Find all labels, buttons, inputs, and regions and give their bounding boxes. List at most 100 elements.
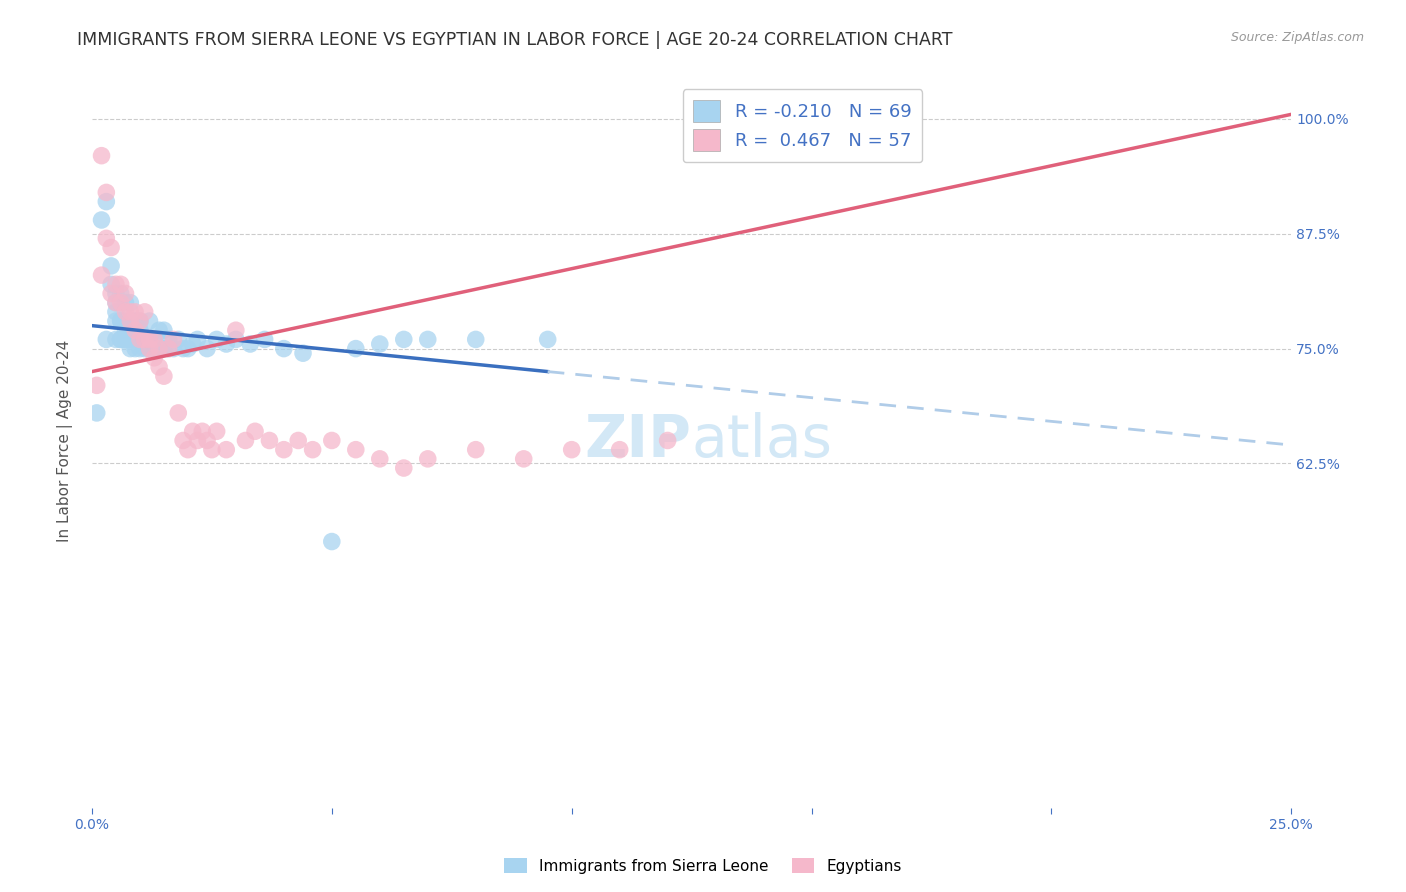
Point [138,342,160,356]
Point [162,342,184,356]
Point [104,305,127,319]
Point [120,342,142,356]
Point [110,333,132,347]
Point [114,286,136,301]
Point [287,434,309,448]
Point [148,342,170,356]
Point [177,342,200,356]
Text: atlas: atlas [692,412,832,469]
Point [90,268,112,282]
Point [392,461,415,475]
Point [195,434,218,448]
Point [153,369,176,384]
Point [153,323,176,337]
Point [537,333,560,347]
Point [225,323,247,337]
Point [114,323,136,337]
Point [134,333,156,347]
Point [235,434,257,448]
Point [86,406,108,420]
Point [124,323,146,337]
Y-axis label: In Labor Force | Age 20-24: In Labor Force | Age 20-24 [58,339,73,541]
Point [177,442,200,457]
Point [344,342,367,356]
Point [129,333,152,347]
Point [253,333,276,347]
Point [148,359,170,374]
Point [110,314,132,328]
Point [114,295,136,310]
Point [120,314,142,328]
Point [186,333,208,347]
Point [124,323,146,337]
Point [201,442,224,457]
Point [157,342,180,356]
Point [104,295,127,310]
Point [86,378,108,392]
Point [134,342,156,356]
Point [464,333,486,347]
Point [172,434,194,448]
Point [162,333,184,347]
Point [96,231,118,245]
Point [215,442,238,457]
Point [181,337,204,351]
Point [114,305,136,319]
Point [120,295,142,310]
Point [129,314,152,328]
Point [157,333,180,347]
Point [657,434,679,448]
Point [138,333,160,347]
Point [100,277,122,292]
Point [138,333,160,347]
Point [392,333,415,347]
Point [110,314,132,328]
Point [273,442,295,457]
Point [181,425,204,439]
Point [368,451,391,466]
Point [96,333,118,347]
Point [124,342,146,356]
Point [110,333,132,347]
Point [143,333,166,347]
Point [186,434,208,448]
Point [138,314,160,328]
Point [134,333,156,347]
Point [124,323,146,337]
Point [104,277,127,292]
Point [100,259,122,273]
Point [167,406,190,420]
Point [243,425,266,439]
Point [416,333,439,347]
Point [114,333,136,347]
Point [129,333,152,347]
Point [120,305,142,319]
Text: ZIP: ZIP [585,412,692,469]
Point [114,314,136,328]
Legend: Immigrants from Sierra Leone, Egyptians: Immigrants from Sierra Leone, Egyptians [498,852,908,880]
Point [205,425,228,439]
Point [561,442,583,457]
Point [110,295,132,310]
Point [100,241,122,255]
Legend: R = -0.210   N = 69, R =  0.467   N = 57: R = -0.210 N = 69, R = 0.467 N = 57 [682,89,922,162]
Point [368,337,391,351]
Point [104,286,127,301]
Point [148,323,170,337]
Point [191,425,214,439]
Point [239,337,262,351]
Point [100,286,122,301]
Point [114,333,136,347]
Point [120,333,142,347]
Point [416,451,439,466]
Point [143,342,166,356]
Point [134,305,156,319]
Point [143,333,166,347]
Point [215,337,238,351]
Point [90,213,112,227]
Point [134,333,156,347]
Point [104,314,127,328]
Point [96,186,118,200]
Point [153,342,176,356]
Point [120,314,142,328]
